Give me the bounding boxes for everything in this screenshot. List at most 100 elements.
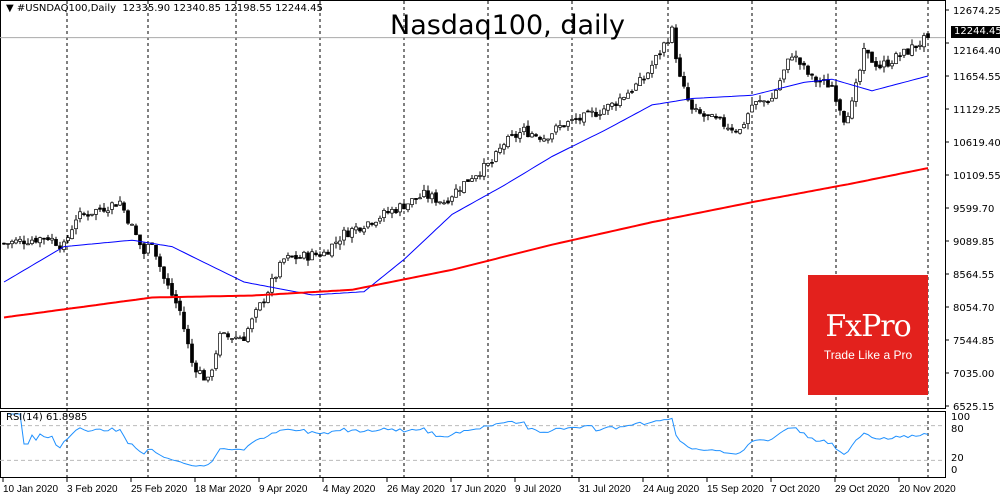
- y-tick-label: 7544.85: [953, 336, 994, 347]
- candle-bear: [170, 283, 174, 296]
- candle-bear: [2, 242, 6, 245]
- candle-bear: [158, 256, 162, 267]
- candle-bull: [430, 193, 434, 200]
- candle-bear: [878, 64, 882, 69]
- candle-bull: [530, 133, 534, 138]
- candle-bear: [830, 85, 834, 87]
- candle-bull: [362, 228, 366, 233]
- candle-bull: [66, 237, 70, 241]
- x-tick-label: 26 May 2020: [387, 484, 445, 495]
- candle-bear: [838, 99, 842, 111]
- candle-bull: [214, 353, 218, 369]
- candle-bear: [526, 125, 530, 138]
- candle-bull: [610, 102, 614, 107]
- candle-bull: [754, 101, 758, 105]
- candle-bull: [782, 69, 786, 80]
- candle-bull: [254, 309, 258, 318]
- candle-bear: [722, 117, 726, 127]
- candle-bear: [154, 244, 158, 257]
- candle-bull: [330, 243, 334, 257]
- candle-bull: [342, 229, 346, 241]
- candle-bull: [858, 69, 862, 82]
- candle-bear: [178, 300, 182, 311]
- candle-bull: [26, 243, 30, 246]
- candle-bear: [434, 192, 438, 203]
- logo-tagline: Trade Like a Pro: [823, 348, 913, 362]
- candle-bear: [122, 202, 126, 211]
- candle-bull: [354, 226, 358, 231]
- candle-bull: [462, 181, 466, 193]
- candle-bull: [486, 163, 490, 166]
- x-tick-label: 29 Oct 2020: [835, 484, 890, 495]
- candle-bear: [194, 362, 198, 373]
- candle-bear: [798, 57, 802, 65]
- y-tick-label: 9599.70: [953, 204, 994, 215]
- candle-bull: [278, 262, 282, 278]
- candle-bear: [826, 79, 830, 88]
- candle-bull: [338, 240, 342, 245]
- candle-bear: [538, 136, 542, 140]
- candle-bull: [618, 97, 622, 106]
- candle-bull: [230, 338, 234, 340]
- x-tick-label: 31 Jul 2020: [579, 484, 631, 495]
- candle-bull: [442, 202, 446, 205]
- candle-bear: [294, 255, 298, 260]
- candle-bear: [174, 294, 178, 304]
- ma-line-ma50: [3, 75, 929, 296]
- candle-bear: [698, 109, 702, 114]
- candle-bear: [414, 198, 418, 200]
- candle-bull: [850, 100, 854, 119]
- rsi-label: RSI(14) 61.8985: [6, 412, 88, 423]
- candle-bull: [50, 237, 54, 241]
- candle-bull: [670, 26, 674, 43]
- candle-bull: [286, 255, 290, 259]
- rsi-pane-frame: [0, 411, 946, 478]
- candle-bull: [90, 213, 94, 216]
- rsi-line: [8, 413, 929, 467]
- candle-bear: [806, 65, 810, 75]
- candle-bull: [258, 302, 262, 311]
- x-tick-label: 7 Oct 2020: [771, 484, 820, 495]
- current-price-tag: 12244.45: [951, 26, 1000, 38]
- candle-bull: [502, 144, 506, 150]
- candle-bull: [606, 104, 610, 111]
- candle-bear: [690, 99, 694, 110]
- candle-bear: [682, 76, 686, 87]
- candle-bear: [290, 255, 294, 258]
- candle-bull: [210, 369, 214, 377]
- candle-bull: [762, 100, 766, 103]
- candle-bear: [514, 133, 518, 138]
- candle-bull: [882, 60, 886, 68]
- x-tick-label: 3 Feb 2020: [67, 484, 118, 495]
- candle-bull: [634, 83, 638, 91]
- fxpro-logo: FxPro Trade Like a Pro: [808, 275, 928, 395]
- candle-bear: [446, 200, 450, 204]
- candle-bull: [778, 80, 782, 91]
- candle-bear: [730, 127, 734, 131]
- candle-bull: [550, 133, 554, 140]
- candle-bull: [862, 48, 866, 71]
- candle-bull: [378, 217, 382, 222]
- candle-bear: [306, 252, 310, 261]
- candle-bull: [94, 209, 98, 215]
- candle-bull: [458, 190, 462, 192]
- low-value: 12198.55: [224, 3, 272, 14]
- dropdown-triangle-icon[interactable]: ▼: [6, 3, 17, 14]
- x-tick-label: 10 Jan 2020: [3, 484, 58, 495]
- candle-bull: [478, 175, 482, 177]
- candle-bear: [658, 53, 662, 56]
- candle-bear: [874, 61, 878, 67]
- candle-bear: [394, 209, 398, 214]
- candle-bull: [6, 243, 10, 245]
- x-tick-label: 18 Mar 2020: [195, 484, 252, 495]
- rsi-axis-label: 20: [951, 453, 964, 464]
- candle-bull: [746, 113, 750, 124]
- candle-bull: [302, 251, 306, 259]
- candle-bear: [426, 190, 430, 199]
- candle-bull: [398, 203, 402, 213]
- candle-bull: [438, 201, 442, 204]
- candle-bull: [770, 98, 774, 102]
- y-tick-label: 12674.25: [953, 6, 1000, 17]
- candle-bull: [750, 104, 754, 113]
